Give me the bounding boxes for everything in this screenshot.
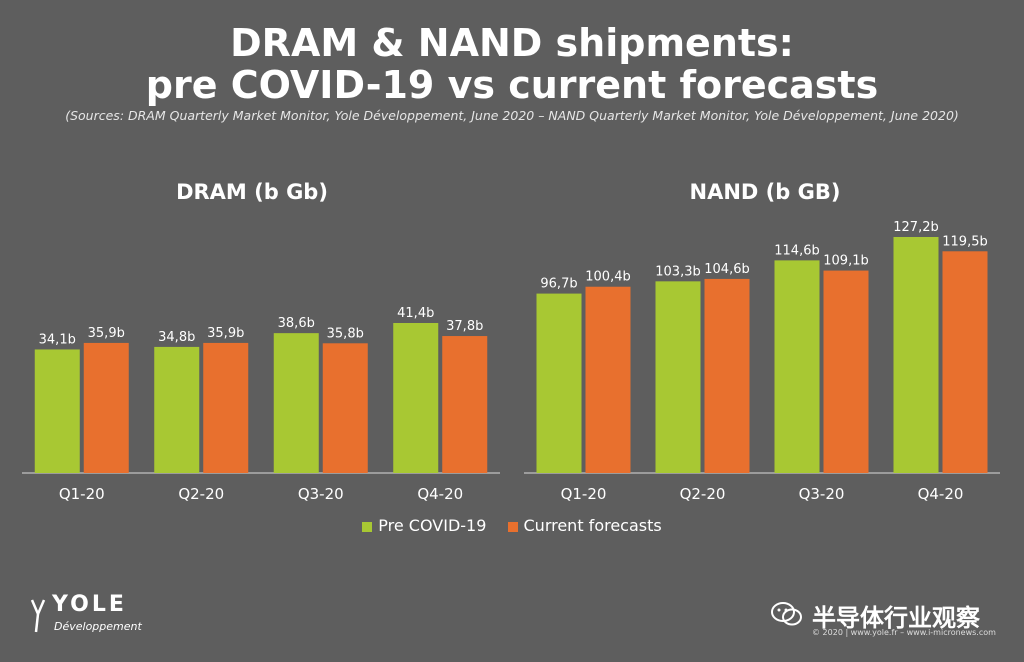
nand-bar-current-q2-20 <box>704 278 750 473</box>
dram-bar-pre-q2-20 <box>154 346 200 473</box>
logo-subtitle: Développement <box>54 620 142 633</box>
dram-category-label-q4-20: Q4-20 <box>417 485 463 503</box>
nand-bar-current-q3-20 <box>823 270 869 473</box>
legend-swatch-pre <box>362 521 373 532</box>
nand-data-label-pre-q1-20: 96,7b <box>540 277 577 292</box>
dram-chart-title: DRAM (b Gb) <box>176 180 328 204</box>
footer-text: © 2020 | www.yole.fr – www.i-micronews.c… <box>812 628 996 637</box>
logo-name: YOLE <box>52 592 127 617</box>
dram-category-label-q2-20: Q2-20 <box>178 485 224 503</box>
nand-data-label-current-q1-20: 100,4b <box>585 270 630 285</box>
sources-note: (Sources: DRAM Quarterly Market Monitor,… <box>65 108 959 123</box>
nand-bar-pre-q2-20 <box>655 281 701 473</box>
legend-item-current: Current forecasts <box>507 516 662 535</box>
dram-data-label-pre-q4-20: 41,4b <box>397 306 434 321</box>
nand-data-label-pre-q3-20: 114,6b <box>774 243 819 258</box>
dram-bar-pre-q3-20 <box>273 333 319 473</box>
wechat-icon <box>771 602 802 626</box>
nand-data-label-pre-q2-20: 103,3b <box>655 264 700 279</box>
legend-swatch-current <box>507 521 518 532</box>
nand-bar-pre-q3-20 <box>774 260 820 473</box>
dram-category-label-q1-20: Q1-20 <box>59 485 105 503</box>
nand-category-label-q4-20: Q4-20 <box>918 485 964 503</box>
dram-data-label-current-q4-20: 37,8b <box>446 319 483 334</box>
dram-data-label-current-q1-20: 35,9b <box>88 326 125 341</box>
dram-bar-current-q4-20 <box>442 336 488 473</box>
dram-data-label-current-q2-20: 35,9b <box>207 326 244 341</box>
legend-label-pre: Pre COVID-19 <box>378 516 487 535</box>
legend-label-current: Current forecasts <box>523 516 662 535</box>
nand-bar-current-q1-20 <box>585 286 631 473</box>
dram-bar-current-q2-20 <box>203 342 249 473</box>
dram-category-label-q3-20: Q3-20 <box>298 485 344 503</box>
nand-data-label-current-q3-20: 109,1b <box>823 254 868 269</box>
legend-item-pre: Pre COVID-19 <box>362 516 486 535</box>
nand-category-label-q1-20: Q1-20 <box>561 485 607 503</box>
dram-data-label-current-q3-20: 35,8b <box>327 326 364 341</box>
nand-data-label-pre-q4-20: 127,2b <box>893 220 938 235</box>
dram-bar-pre-q4-20 <box>393 323 439 473</box>
yole-logo: YOLE Développement <box>28 592 158 642</box>
dram-data-label-pre-q2-20: 34,8b <box>158 330 195 345</box>
dram-data-label-pre-q1-20: 34,1b <box>39 332 76 347</box>
dram-bar-current-q1-20 <box>83 342 129 473</box>
dram-bar-current-q3-20 <box>322 343 368 473</box>
nand-bar-current-q4-20 <box>942 251 988 473</box>
chart-title-line-2: pre COVID-19 vs current forecasts <box>145 63 879 107</box>
nand-data-label-current-q2-20: 104,6b <box>704 262 749 277</box>
chart-title-line-1: DRAM & NAND shipments: <box>230 21 794 65</box>
nand-bar-pre-q1-20 <box>536 293 582 473</box>
nand-chart-title: NAND (b GB) <box>689 180 841 204</box>
dram-data-label-pre-q3-20: 38,6b <box>278 316 315 331</box>
nand-data-label-current-q4-20: 119,5b <box>942 234 987 249</box>
nand-category-label-q3-20: Q3-20 <box>799 485 845 503</box>
nand-bar-pre-q4-20 <box>893 237 939 473</box>
nand-category-label-q2-20: Q2-20 <box>680 485 726 503</box>
legend: Pre COVID-19 Current forecasts <box>0 516 1024 535</box>
yole-logo-mark-icon <box>30 599 46 633</box>
dram-bar-pre-q1-20 <box>34 349 80 473</box>
watermark-text: 半导体行业观察 <box>812 604 980 632</box>
